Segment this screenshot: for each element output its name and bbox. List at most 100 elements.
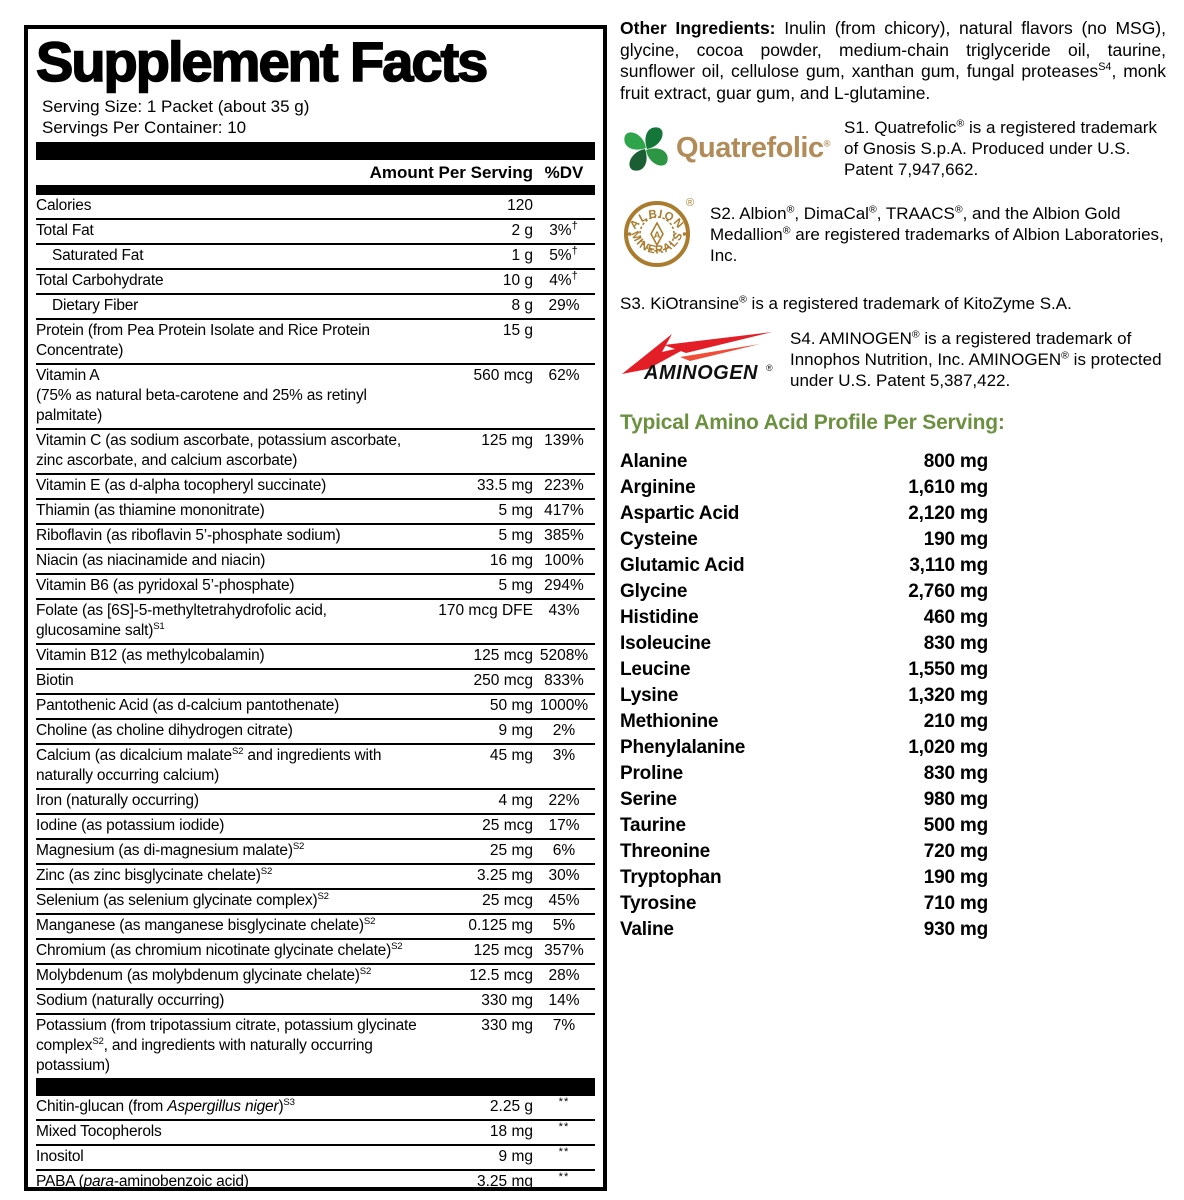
amino-acid-name: Glycine: [620, 581, 688, 602]
nutrient-amount: 170 mcg DFE: [438, 602, 533, 620]
nutrient-dv: 45%: [533, 891, 595, 911]
nutrient-amount: 9 mg: [498, 722, 533, 740]
amino-acid-name: Cysteine: [620, 529, 698, 550]
amino-acid-name: Tyrosine: [620, 893, 697, 914]
trademark-s2-row: ALBION MINERALS A ® S2. Albion®, DimaCal…: [620, 192, 1166, 277]
nutrient-dv-value: 30%: [548, 867, 580, 885]
nutrient-name: Chitin-glucan (from Aspergillus niger)S3: [36, 1096, 295, 1116]
supplement-facts-panel: Supplement Facts Serving Size: 1 Packet …: [24, 25, 607, 1191]
amino-acid-name: Proline: [620, 763, 684, 784]
nutrient-name: Protein (from Pea Protein Isolate and Ri…: [36, 322, 370, 360]
registered-mark: ®: [823, 138, 831, 149]
nutrient-dv-value: 29%: [548, 297, 580, 315]
divider-bar-under-header: [36, 185, 595, 196]
nutrient-name: Choline (as choline dihydrogen citrate): [36, 722, 293, 740]
table-row: Biotin 250 mcg 833%: [36, 668, 595, 693]
amino-acid-row: Methionine 210 mg: [620, 709, 988, 735]
quatrefolic-clover-icon: [624, 126, 668, 171]
nutrient-dv-value: 1000%: [539, 697, 589, 715]
albion-registered-mark: ®: [686, 197, 694, 209]
nutrient-amount: 125 mcg: [473, 942, 533, 960]
nutrient-amount: 3.25 mg: [476, 867, 533, 885]
nutrient-amount: 45 mg: [489, 747, 533, 765]
quatrefolic-logo: Quatrefolic®: [620, 123, 832, 175]
amino-acid-name: Serine: [620, 789, 677, 810]
nutrient-dv: 5208%: [533, 646, 595, 666]
table-row: Riboflavin (as riboflavin 5’-phosphate s…: [36, 523, 595, 548]
nutrient-dv: 6%: [533, 841, 595, 861]
amino-acid-row: Glycine 2,760 mg: [620, 579, 988, 605]
trademark-s4-row: AMINOGEN ® S4. AMINOGEN® is a registered…: [620, 328, 1166, 391]
nutrient-amount: 330 mg: [481, 1017, 533, 1035]
nutrient-dv: 30%: [533, 866, 595, 886]
nutrient-dv: **: [533, 1121, 595, 1142]
table-row: Inositol 9 mg **: [36, 1144, 595, 1169]
amino-acid-value: 1,610 mg: [908, 477, 988, 498]
amino-acid-value: 1,320 mg: [908, 685, 988, 706]
nutrient-name: Riboflavin (as riboflavin 5’-phosphate s…: [36, 527, 341, 545]
nutrient-dv-value: 17%: [548, 817, 580, 835]
amino-acid-value: 720 mg: [923, 841, 988, 862]
table-row: Protein (from Pea Protein Isolate and Ri…: [36, 318, 595, 363]
nutrient-name: Potassium (from tripotassium citrate, po…: [36, 1017, 417, 1075]
nutrient-dv: **: [533, 1171, 595, 1187]
nutrient-dv-mark: †: [571, 244, 579, 257]
nutrient-dv-value: 417%: [544, 502, 584, 520]
amino-acid-value: 930 mg: [923, 919, 988, 940]
nutrient-dv: 14%: [533, 991, 595, 1011]
amount-per-serving-header: Amount Per Serving: [369, 163, 533, 183]
nutrient-amount: 33.5 mg: [476, 477, 533, 495]
quatrefolic-wordmark: Quatrefolic®: [676, 132, 831, 164]
nutrient-dv: 4%†: [533, 270, 595, 291]
table-row: Choline (as choline dihydrogen citrate) …: [36, 718, 595, 743]
nutrient-name: Manganese (as manganese bisglycinate che…: [36, 915, 376, 935]
nutrient-name: PABA (para-aminobenzoic acid): [36, 1173, 249, 1191]
amino-acid-row: Serine 980 mg: [620, 787, 988, 813]
nutrient-amount: 4 mg: [498, 792, 533, 810]
nutrient-dv-value: 223%: [544, 477, 584, 495]
table-row: Vitamin A (75% as natural beta-carotene a…: [36, 363, 595, 428]
table-row: Niacin (as niacinamide and niacin) 16 mg…: [36, 548, 595, 573]
nutrient-dv: 43%: [533, 601, 595, 621]
nutrient-amount: 250 mcg: [473, 672, 533, 690]
nutrient-dv: 5%†: [533, 244, 595, 266]
nutrient-name: Iron (naturally occurring): [36, 792, 199, 810]
nutrient-dv-value: 7%: [552, 1017, 576, 1035]
amino-acid-name: Aspartic Acid: [620, 503, 740, 524]
panel-title: Supplement Facts: [35, 30, 489, 93]
table-row: Saturated Fat 1 g 5%†: [36, 243, 595, 268]
nutrient-amount: 25 mcg: [482, 892, 533, 910]
nutrient-dv: 357%: [533, 941, 595, 961]
amino-acid-value: 710 mg: [923, 893, 988, 914]
trademark-s3-text: S3. KiOtransine® is a registered tradema…: [620, 293, 1072, 313]
table-row: Dietary Fiber 8 g 29%: [36, 293, 595, 318]
nutrient-amount: 2 g: [511, 222, 533, 240]
nutrient-amount: 15 g: [502, 322, 533, 340]
servings-per-container: Servings Per Container: 10: [42, 118, 247, 138]
amino-acid-name: Histidine: [620, 607, 699, 628]
nutrient-dv-value: 5208%: [539, 647, 589, 665]
nutrient-name: Vitamin B12 (as methylcobalamin): [36, 647, 265, 665]
amino-acid-row: Lysine 1,320 mg: [620, 683, 988, 709]
amino-acid-name: Lysine: [620, 685, 679, 706]
nutrient-name: Zinc (as zinc bisglycinate chelate)S2: [36, 865, 273, 885]
amino-acid-name: Alanine: [620, 451, 688, 472]
nutrient-dv-value: 3%: [552, 747, 576, 765]
amino-acid-row: Taurine 500 mg: [620, 813, 988, 839]
amino-acid-name: Glutamic Acid: [620, 555, 745, 576]
table-row: Vitamin E (as d-alpha tocopheryl succina…: [36, 473, 595, 498]
nutrient-dv-value: 62%: [548, 367, 580, 385]
nutrient-dv-value: 139%: [544, 432, 584, 450]
amino-acid-row: Cysteine 190 mg: [620, 527, 988, 553]
amino-acid-value: 500 mg: [923, 815, 988, 836]
nutrient-name: Saturated Fat: [52, 247, 144, 265]
nutrient-name: Pantothenic Acid (as d-calcium pantothen…: [36, 697, 340, 715]
table-row: Molybdenum (as molybdenum glycinate chel…: [36, 963, 595, 988]
amino-acid-row: Phenylalanine 1,020 mg: [620, 735, 988, 761]
amino-acid-value: 190 mg: [923, 529, 988, 550]
trademark-s2-text: S2. Albion®, DimaCal®, TRAACS®, and the …: [710, 203, 1164, 265]
nutrient-dv: 17%: [533, 816, 595, 836]
nutrient-amount: 125 mcg: [473, 647, 533, 665]
amino-acid-value: 800 mg: [923, 451, 988, 472]
